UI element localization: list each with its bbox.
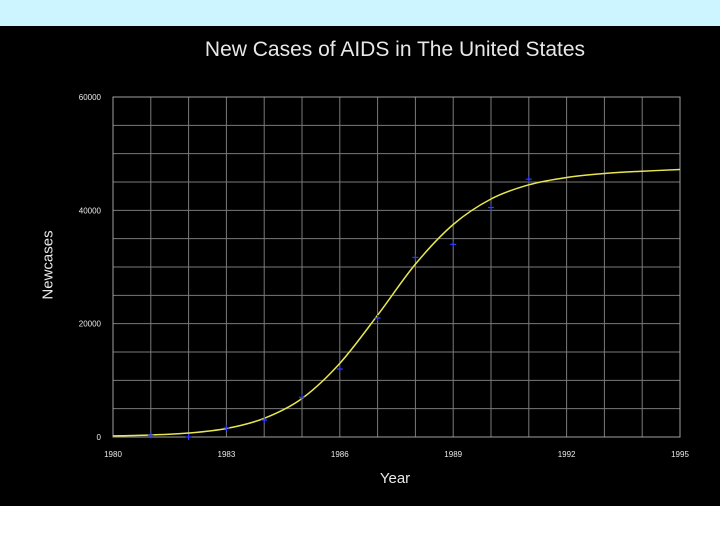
bottom-margin (0, 506, 720, 540)
data-point (412, 254, 419, 261)
data-point (374, 315, 381, 321)
data-point (488, 204, 494, 211)
data-point (223, 424, 230, 431)
data-point (299, 394, 305, 401)
x-tick-label: 1992 (558, 450, 576, 459)
data-point (336, 366, 343, 372)
data-point (450, 241, 457, 248)
x-tick-label: 1995 (671, 450, 689, 459)
y-tick-label: 20000 (79, 320, 102, 329)
x-tick-label: 1986 (331, 450, 349, 459)
fit-curve-line (112, 168, 681, 437)
data-point (261, 417, 268, 423)
data-point (525, 176, 532, 183)
plot-frame (112, 96, 681, 438)
data-point (185, 434, 192, 440)
top-banner (0, 0, 720, 26)
x-tick-label: 1980 (104, 450, 122, 459)
chart-panel (0, 26, 720, 506)
chart-title: New Cases of AIDS in The United States (204, 38, 586, 61)
y-tick-label: 40000 (79, 206, 102, 215)
x-tick-label: 1983 (218, 450, 236, 459)
y-axis-label: Newcases (39, 230, 57, 300)
y-tick-label: 60000 (79, 93, 102, 102)
x-tick-label: 1989 (444, 450, 462, 459)
data-point (147, 432, 154, 439)
x-axis-label: Year (379, 470, 411, 487)
y-tick-label: 0 (97, 433, 102, 442)
